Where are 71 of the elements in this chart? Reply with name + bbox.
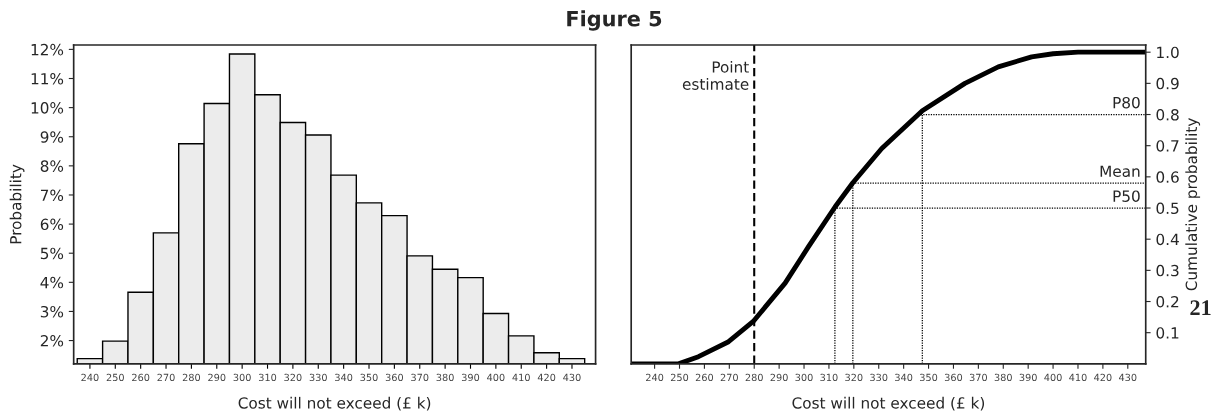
y2-tick-label: 0.1 <box>1156 327 1179 339</box>
y-tick-label: 10% <box>31 102 64 114</box>
y-tick-label: 2% <box>40 335 64 347</box>
x-tick-label: 410 <box>1069 373 1087 382</box>
x-tick-label: 360 <box>944 373 963 382</box>
y2-tick-label: 0.6 <box>1156 171 1179 183</box>
text: 21 <box>1190 300 1211 315</box>
x-tick-label: 380 <box>994 373 1012 382</box>
ref-line-label: P80 <box>1113 96 1140 109</box>
x-tick-label: 400 <box>1044 373 1062 382</box>
ref-line-label: Mean <box>1100 165 1140 178</box>
x-tick-label: 390 <box>461 373 480 382</box>
x-tick-label: 320 <box>284 373 302 382</box>
x-tick-label: 410 <box>512 373 530 382</box>
y2-tick-label: 0.5 <box>1156 202 1179 215</box>
y-tick-label: 3% <box>40 305 64 318</box>
y2-axis-title: Cumulative probability <box>1185 118 1201 291</box>
x-tick-label: 370 <box>969 373 987 382</box>
y2-tick-label: 0.8 <box>1156 108 1179 121</box>
x-tick-label: 270 <box>720 373 738 382</box>
y-tick-label: 6% <box>40 218 64 231</box>
x-tick-label: 350 <box>360 373 378 382</box>
y-tick-label: 9% <box>40 131 64 143</box>
chart-title: Figure 5 <box>567 10 662 31</box>
x-tick-label: 420 <box>537 373 556 382</box>
x-tick-label: 350 <box>920 373 938 382</box>
ref-line-label: Point estimate <box>682 60 749 90</box>
y-tick-label: 11% <box>31 72 64 85</box>
x-tick-label: 250 <box>106 373 124 382</box>
y2-tick-label: 1.0 <box>1157 46 1179 59</box>
x-tick-label: 400 <box>487 373 505 382</box>
y2-tick-label: 0.2 <box>1156 295 1179 308</box>
y-tick-label: 8% <box>40 160 64 172</box>
x-axis-title: Cost will not exceed (£ k) <box>238 396 431 411</box>
x-tick-label: 370 <box>411 373 429 382</box>
y-axis-title: Probability <box>9 164 25 244</box>
y2-tick-label: 0.7 <box>1156 140 1179 152</box>
x-tick-label: 340 <box>335 373 353 382</box>
x-axis-title: Cost will not exceed (£ k) <box>792 396 985 411</box>
x-tick-label: 250 <box>670 373 689 382</box>
y-tick-label: 12% <box>31 43 64 56</box>
x-tick-label: 280 <box>182 373 201 382</box>
ref-line-label: P50 <box>1113 190 1140 202</box>
x-tick-label: 310 <box>820 373 838 382</box>
y-tick-label: 7% <box>40 189 64 201</box>
x-tick-label: 430 <box>1118 373 1137 382</box>
x-tick-label: 420 <box>1094 373 1112 382</box>
y2-tick-label: 0.4 <box>1156 233 1179 246</box>
x-tick-label: 310 <box>258 373 277 382</box>
x-tick-label: 270 <box>157 373 175 382</box>
x-tick-label: 430 <box>563 373 581 382</box>
y2-tick-label: 0.9 <box>1156 77 1179 90</box>
x-tick-label: 240 <box>81 373 99 382</box>
x-tick-label: 300 <box>233 373 251 382</box>
y-tick-label: 5% <box>40 247 64 260</box>
x-tick-label: 380 <box>436 373 454 382</box>
x-tick-label: 240 <box>646 373 664 382</box>
x-tick-label: 260 <box>695 373 714 382</box>
x-tick-label: 290 <box>770 373 788 382</box>
x-tick-label: 330 <box>309 373 327 382</box>
x-tick-label: 340 <box>895 373 913 382</box>
x-tick-label: 280 <box>745 373 763 382</box>
x-tick-label: 300 <box>795 373 813 382</box>
x-tick-label: 360 <box>385 373 404 382</box>
x-tick-label: 390 <box>1019 373 1037 382</box>
y2-tick-label: 0.3 <box>1156 264 1179 277</box>
x-tick-label: 320 <box>845 373 863 382</box>
x-tick-label: 330 <box>870 373 888 382</box>
x-tick-label: 260 <box>132 373 150 382</box>
x-tick-label: 290 <box>208 373 226 382</box>
y-tick-label: 4% <box>40 276 64 289</box>
